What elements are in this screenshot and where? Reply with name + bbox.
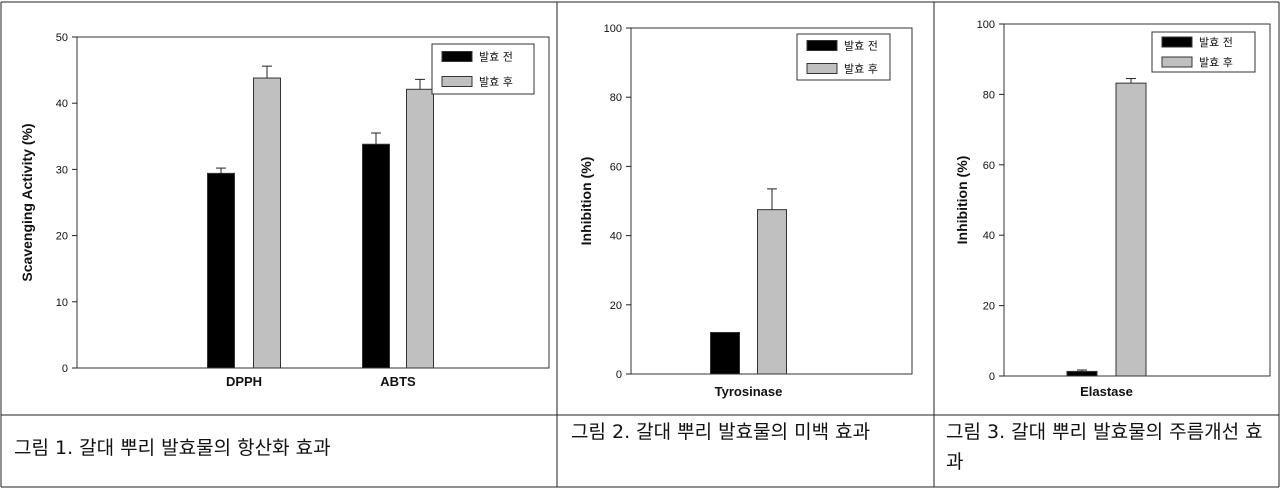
bar-before [1066, 370, 1098, 377]
y-tick-label: 80 [983, 89, 995, 101]
legend-label: 발효 후 [479, 76, 513, 89]
caption-figure-1: 그림 1. 갈대 뿌리 발효물의 항산화 효과 [14, 437, 331, 459]
legend-label: 발효 전 [844, 40, 878, 53]
bar-after [1115, 82, 1147, 377]
y-tick-label: 60 [610, 161, 622, 173]
y-tick-label: 100 [604, 23, 622, 35]
y-tick-label: 0 [616, 369, 622, 381]
legend-label: 발효 후 [1199, 56, 1233, 69]
y-tick-label: 50 [56, 32, 68, 44]
bar-before [362, 143, 390, 369]
bar-after [253, 77, 281, 369]
y-tick-label: 40 [610, 231, 622, 243]
y-axis-title: Inhibition (%) [578, 157, 594, 246]
y-tick-label: 20 [610, 300, 622, 312]
legend-label: 발효 전 [479, 51, 513, 64]
legend-swatch-before [441, 51, 473, 62]
y-tick-label: 20 [983, 301, 995, 313]
y-tick-label: 0 [62, 363, 68, 375]
y-axis-title: Scavenging Activity (%) [19, 123, 35, 281]
category-label: DPPH [226, 374, 262, 389]
bar-after [406, 88, 434, 369]
category-label: Tyrosinase [715, 384, 783, 399]
category-label: Elastase [1080, 384, 1133, 399]
y-tick-label: 40 [56, 98, 68, 110]
y-tick-label: 0 [989, 371, 995, 383]
category-label: ABTS [380, 374, 416, 389]
legend-label: 발효 후 [844, 63, 878, 76]
legend-swatch-before [806, 40, 838, 51]
y-tick-label: 20 [56, 231, 68, 243]
bar-before [207, 172, 235, 369]
y-tick-label: 80 [610, 92, 622, 104]
y-tick-label: 100 [977, 19, 995, 31]
legend-swatch-after [441, 76, 473, 87]
legend-label: 발효 전 [1199, 36, 1233, 49]
legend-swatch-after [1161, 56, 1193, 68]
caption-figure-3: 그림 3. 갈대 뿌리 발효물의 주름개선 효과 [946, 421, 1263, 473]
bar-before [710, 331, 740, 375]
y-axis-title: Inhibition (%) [954, 156, 970, 245]
y-tick-label: 40 [983, 230, 995, 242]
y-tick-label: 60 [983, 160, 995, 172]
plot-frame [76, 36, 550, 369]
legend-swatch-before [1161, 36, 1193, 48]
y-tick-label: 10 [56, 297, 68, 309]
bar-after [757, 209, 787, 375]
caption-figure-2: 그림 2. 갈대 뿌리 발효물의 미백 효과 [571, 421, 871, 443]
y-tick-label: 30 [56, 164, 68, 176]
legend-swatch-after [806, 63, 838, 74]
